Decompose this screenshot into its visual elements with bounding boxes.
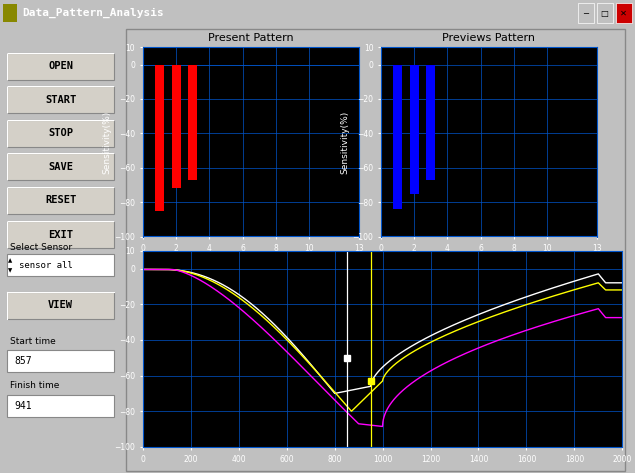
Bar (8, 153, 114, 180)
Bar (8, 187, 114, 214)
Bar (8, 254, 114, 276)
Text: STOP: STOP (48, 128, 73, 138)
Bar (155, 64, 164, 210)
Bar (616, 3, 632, 24)
Y-axis label: Sensitivity(%): Sensitivity(%) (341, 110, 350, 174)
Y-axis label: Sensitivity(%): Sensitivity(%) (103, 110, 112, 174)
Bar (8, 221, 114, 248)
Text: VIEW: VIEW (48, 300, 73, 310)
Text: ✕: ✕ (620, 9, 627, 18)
Text: ─: ─ (583, 9, 588, 18)
Text: Previews Pattern: Previews Pattern (443, 33, 535, 43)
Text: Present Pattern: Present Pattern (208, 33, 293, 43)
Text: Finish time: Finish time (10, 381, 59, 390)
Text: SAVE: SAVE (48, 162, 73, 172)
Bar (393, 64, 402, 209)
Bar (8, 395, 114, 417)
Text: Data_Pattern_Analysis: Data_Pattern_Analysis (22, 8, 164, 18)
Bar (578, 3, 594, 24)
Bar (8, 87, 114, 113)
Bar (597, 3, 613, 24)
Bar (188, 64, 197, 180)
Text: □: □ (601, 9, 608, 18)
Text: ▲: ▲ (8, 258, 12, 263)
Bar (410, 64, 419, 193)
Bar (8, 120, 114, 147)
Bar (8, 53, 114, 79)
Bar (171, 64, 181, 188)
Bar (8, 292, 114, 319)
Bar (3, 4, 17, 22)
Bar (8, 350, 114, 372)
Text: 941: 941 (15, 401, 32, 411)
Text: START: START (45, 95, 76, 105)
Bar (426, 64, 436, 180)
Text: 857: 857 (15, 356, 32, 366)
Text: Start time: Start time (10, 337, 56, 346)
Text: EXIT: EXIT (48, 230, 73, 240)
Text: RESET: RESET (45, 195, 76, 205)
Text: ▼: ▼ (8, 268, 12, 273)
X-axis label: Sensor Number: Sensor Number (454, 256, 524, 265)
X-axis label: Sensor Number: Sensor Number (216, 256, 286, 265)
Text: sensor all: sensor all (18, 261, 72, 270)
Text: OPEN: OPEN (48, 61, 73, 71)
Text: Select Sensor: Select Sensor (10, 243, 72, 252)
